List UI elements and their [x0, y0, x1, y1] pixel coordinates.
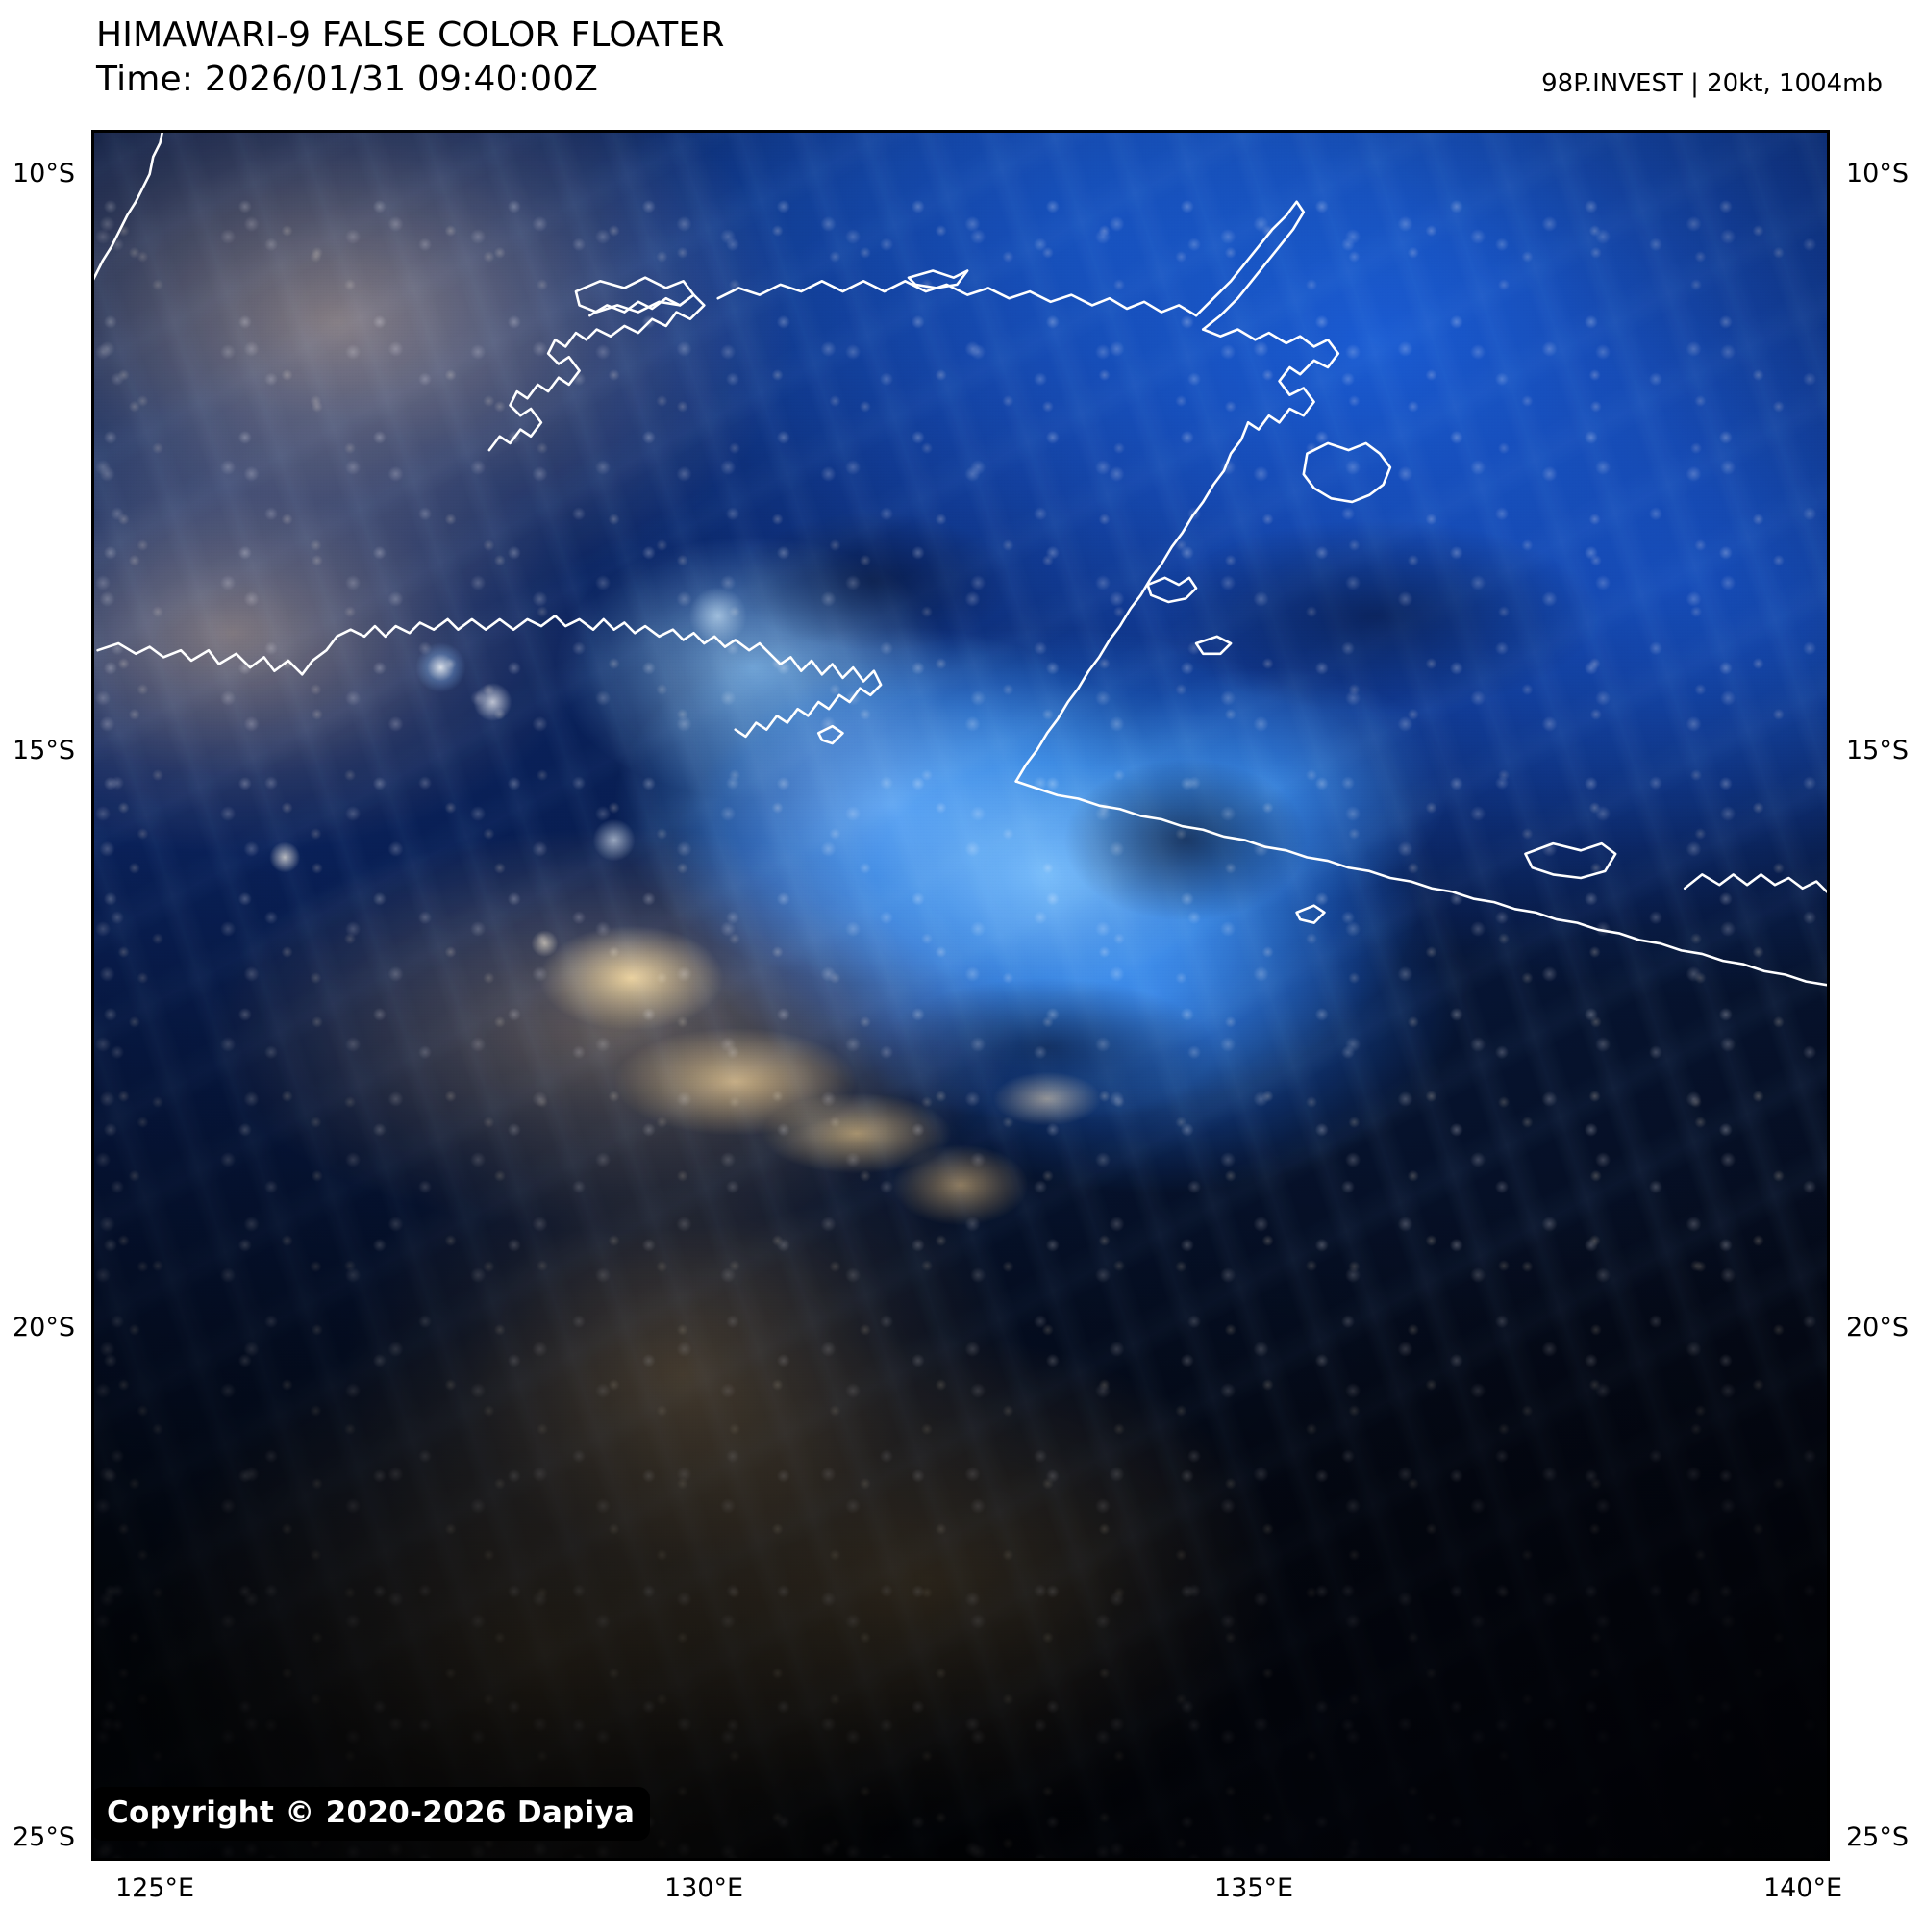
- coastline-island-small-c: [818, 726, 842, 743]
- coastline-island-small-a: [1196, 637, 1231, 654]
- copyright-badge: Copyright © 2020-2026 Dapiya: [91, 1787, 651, 1841]
- lat-label-right-0: 10°S: [1846, 159, 1909, 188]
- timestamp-label: Time: 2026/01/31 09:40:00Z: [96, 60, 599, 99]
- coastline-island-small-b: [1297, 906, 1325, 923]
- lon-label-2: 135°E: [1213, 1873, 1294, 1903]
- coastline-darwin-peninsula: [489, 295, 704, 450]
- lat-label-left-0: 10°S: [12, 159, 75, 188]
- lat-label-right-2: 20°S: [1846, 1313, 1909, 1342]
- coastline-kimberley: [98, 615, 770, 674]
- false-color-satellite-imagery: [94, 133, 1827, 1858]
- night-terminator-layer: [94, 133, 1827, 1858]
- coastline-carpentaria-south: [1016, 782, 1827, 986]
- coastline-wessel-islands: [1196, 202, 1304, 330]
- lon-label-3: 140°E: [1762, 1873, 1843, 1903]
- coastline-pellew-islands: [1148, 578, 1196, 602]
- title-block: HIMAWARI-9 FALSE COLOR FLOATER Time: 202…: [96, 13, 725, 102]
- coastline-mornington-island: [1525, 843, 1615, 878]
- coastline-croker-island: [909, 271, 967, 289]
- lon-label-0: 125°E: [114, 1873, 195, 1903]
- header: HIMAWARI-9 FALSE COLOR FLOATER Time: 202…: [0, 0, 1923, 130]
- lat-label-right-3: 25°S: [1846, 1822, 1909, 1852]
- coastline-tiwi-islands: [576, 278, 694, 313]
- lat-label-right-1: 15°S: [1846, 736, 1909, 765]
- lon-label-1: 130°E: [663, 1873, 744, 1903]
- storm-info-label: 98P.INVEST | 20kt, 1004mb: [1541, 69, 1883, 98]
- coastline-bonaparte-gulf: [736, 654, 881, 737]
- lat-label-left-1: 15°S: [12, 736, 75, 765]
- coastline-carpentaria-west: [1016, 422, 1248, 781]
- satellite-image-plot[interactable]: [91, 130, 1830, 1861]
- vignette-layer: [94, 133, 1827, 1858]
- coastline-arnhem-land-north: [718, 281, 1196, 315]
- coastline-overlay: [94, 133, 1827, 1858]
- coastline-groote-eylandt: [1304, 443, 1390, 502]
- page-title: HIMAWARI-9 FALSE COLOR FLOATER: [96, 15, 725, 55]
- coastline-kimberley-nw: [94, 133, 163, 285]
- coastline-cape-york-west: [1685, 874, 1827, 891]
- lat-label-left-3: 25°S: [12, 1822, 75, 1852]
- lat-label-left-2: 20°S: [12, 1313, 75, 1342]
- coastline-gove-peninsula: [1203, 330, 1338, 430]
